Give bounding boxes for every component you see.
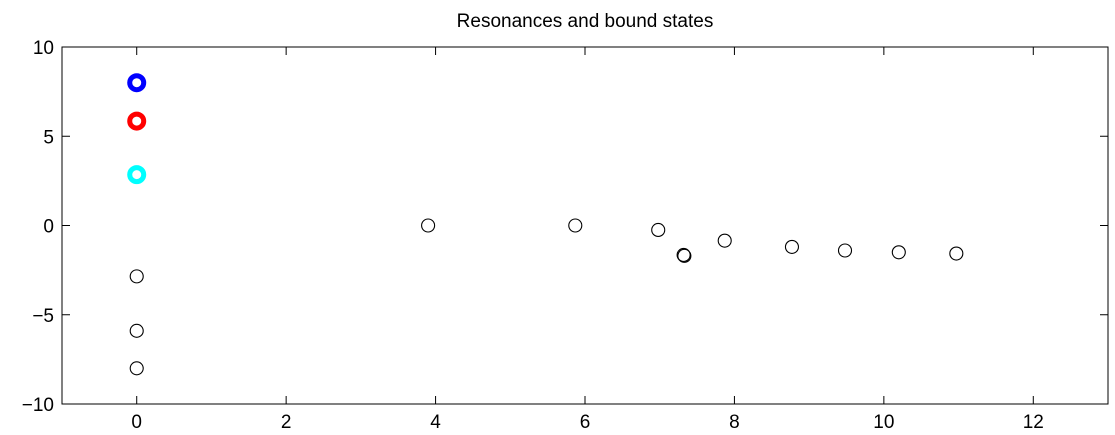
data-point <box>784 239 800 254</box>
x-tick-label: 6 <box>580 412 591 433</box>
x-tick-label: 0 <box>131 412 142 433</box>
data-point <box>891 245 906 260</box>
y-tick-label: 10 <box>33 38 54 59</box>
data-point <box>651 222 666 238</box>
x-tick-label: 12 <box>1023 412 1044 433</box>
data-point <box>129 361 144 376</box>
chart-title: Resonances and bound states <box>457 11 714 32</box>
axis-ticks: 0 2 4 6 8 10 12 −10 −5 0 5 10 <box>22 38 1108 433</box>
y-tick-label: −10 <box>22 395 54 416</box>
x-tick-label: 8 <box>729 412 740 433</box>
plot-frame <box>61 46 1109 405</box>
data-point <box>677 248 692 263</box>
data-point <box>127 111 147 131</box>
x-tick-label: 4 <box>430 412 441 433</box>
data-point <box>837 243 853 258</box>
data-point <box>717 233 732 248</box>
data-point <box>568 218 583 233</box>
x-tick-label: 10 <box>873 412 894 433</box>
data-point <box>421 218 436 233</box>
data-point <box>127 73 147 93</box>
data-point <box>676 247 691 263</box>
data-point <box>949 246 964 261</box>
data-points <box>127 73 964 376</box>
y-tick-label: 0 <box>43 217 54 238</box>
x-tick-label: 2 <box>281 412 292 433</box>
data-point <box>129 269 144 284</box>
data-point <box>129 323 144 338</box>
data-point <box>127 165 147 185</box>
y-tick-label: 5 <box>43 127 54 148</box>
y-tick-label: −5 <box>32 306 54 327</box>
